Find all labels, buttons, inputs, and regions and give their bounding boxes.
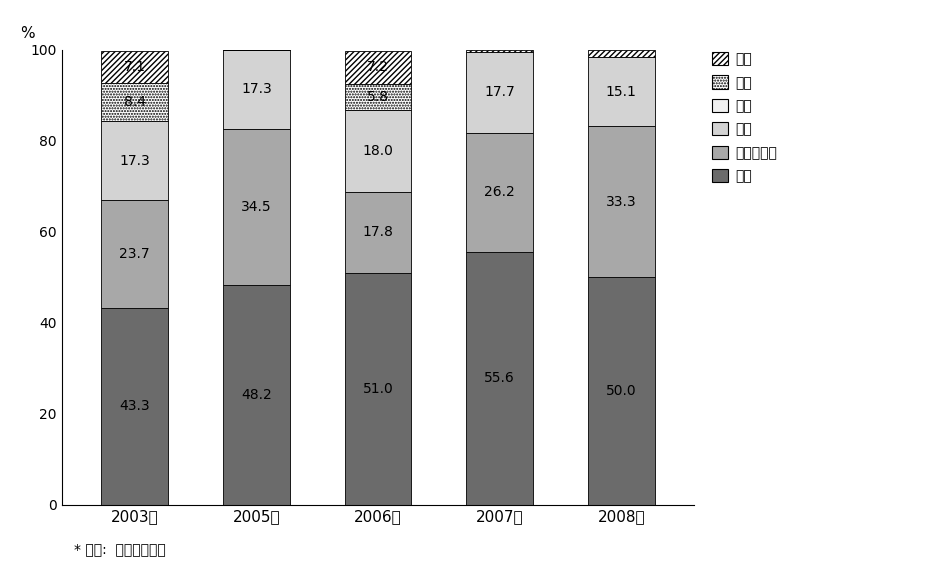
Bar xyxy=(466,252,533,505)
Text: 17.8: 17.8 xyxy=(362,225,393,239)
Text: 43.3: 43.3 xyxy=(120,399,150,413)
Text: %: % xyxy=(20,26,35,41)
Text: 34.5: 34.5 xyxy=(241,200,272,214)
Text: 7.1: 7.1 xyxy=(123,60,146,74)
Bar xyxy=(101,83,168,121)
Text: 17.3: 17.3 xyxy=(241,82,272,96)
Text: 51.0: 51.0 xyxy=(362,382,393,396)
Text: 17.7: 17.7 xyxy=(484,85,515,99)
Bar xyxy=(101,200,168,308)
Bar xyxy=(345,273,412,505)
Bar xyxy=(466,133,533,252)
Text: 33.3: 33.3 xyxy=(606,194,637,209)
Bar xyxy=(588,57,654,126)
Bar xyxy=(466,52,533,133)
Text: 26.2: 26.2 xyxy=(484,185,515,200)
Text: 5.8: 5.8 xyxy=(367,90,389,104)
Bar xyxy=(101,121,168,200)
Legend: 기타, 가나, 인도, 가봉, 남아프리카, 호주: 기타, 가나, 인도, 가봉, 남아프리카, 호주 xyxy=(707,48,781,188)
Text: 48.2: 48.2 xyxy=(241,388,272,402)
Text: 18.0: 18.0 xyxy=(362,144,393,158)
Text: * 자료:  한국무역협회: * 자료: 한국무역협회 xyxy=(74,542,166,556)
Text: 23.7: 23.7 xyxy=(120,247,150,261)
Bar xyxy=(345,192,412,273)
Bar xyxy=(345,51,412,84)
Text: 17.3: 17.3 xyxy=(120,153,150,167)
Text: 7.2: 7.2 xyxy=(367,60,389,74)
Text: 50.0: 50.0 xyxy=(606,384,637,398)
Bar xyxy=(345,110,412,192)
Text: 8.4: 8.4 xyxy=(123,95,146,109)
Bar xyxy=(222,285,290,505)
Bar xyxy=(101,51,168,83)
Bar xyxy=(345,84,412,110)
Bar xyxy=(588,126,654,277)
Text: 55.6: 55.6 xyxy=(484,371,515,385)
Bar xyxy=(222,50,290,129)
Bar xyxy=(101,308,168,505)
Text: 15.1: 15.1 xyxy=(606,84,637,98)
Bar xyxy=(222,129,290,285)
Bar xyxy=(588,50,654,57)
Bar xyxy=(588,277,654,505)
Bar xyxy=(466,50,533,52)
